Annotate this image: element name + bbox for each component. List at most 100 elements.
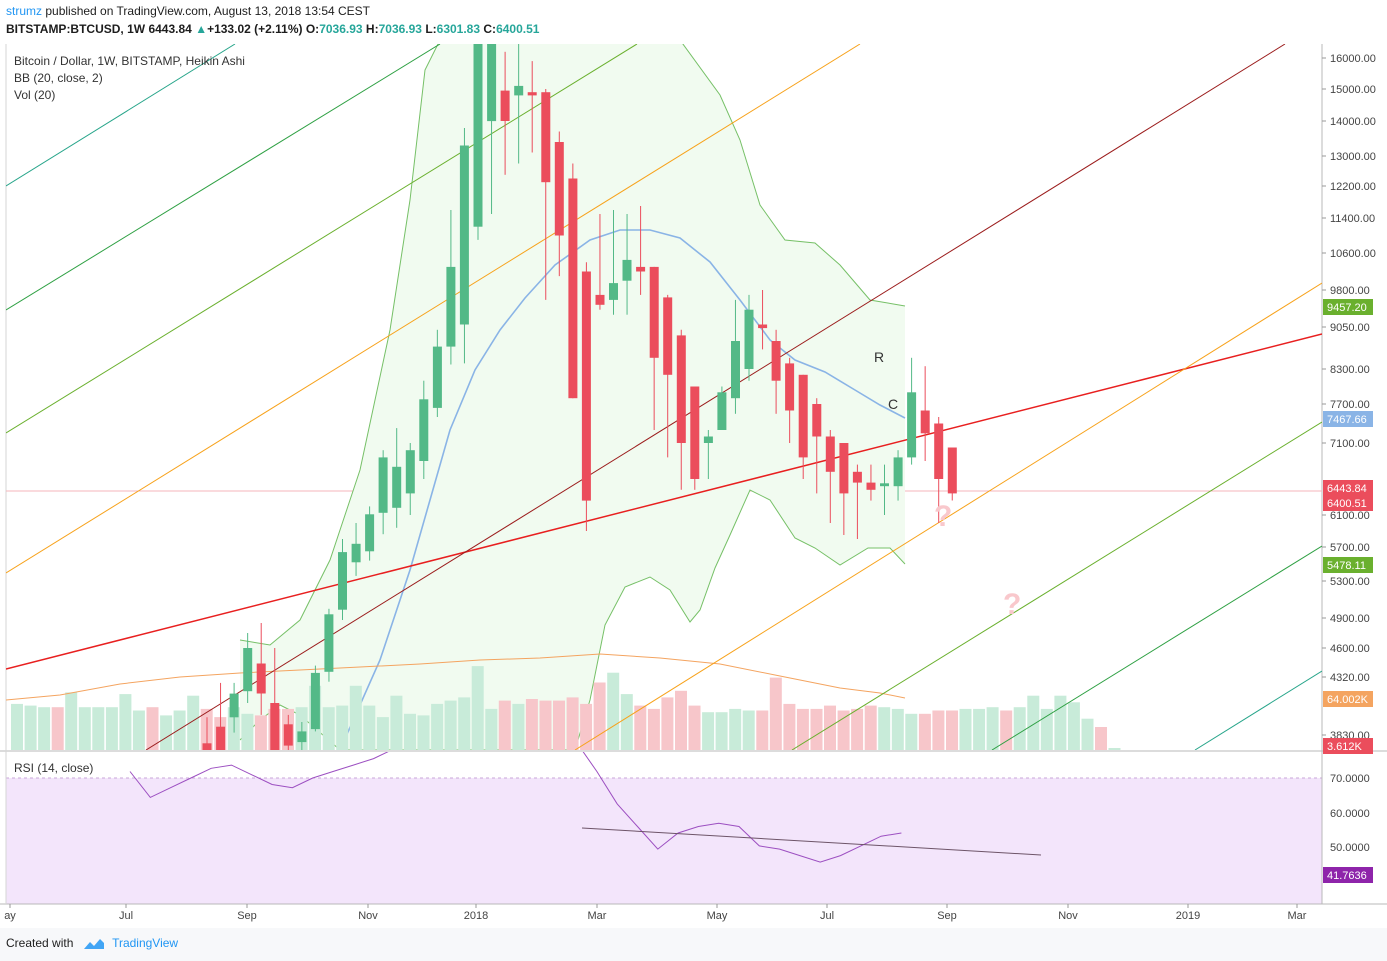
volume-bar: [715, 712, 728, 750]
vol-legend: Vol (20): [14, 88, 55, 102]
dark-red-trend-line: [145, 44, 1286, 750]
candle-body: [270, 703, 280, 750]
candle-body: [297, 731, 307, 743]
volume-bar: [1067, 702, 1080, 750]
price-chart[interactable]: 16000.00 15000.00 14000.00 13000.00 12200.00…: [0, 0, 1387, 930]
price-badge-label: 7467.66: [1327, 414, 1367, 426]
candle-body: [283, 724, 293, 746]
volume-bar: [254, 715, 267, 750]
price-tick-label: 4900.00: [1330, 613, 1370, 625]
rsi-panel: [0, 44, 1387, 905]
price-tick-label: 5700.00: [1330, 542, 1370, 554]
volume-bar: [1054, 695, 1067, 750]
volume-bar: [1013, 707, 1026, 750]
volume-bar: [675, 690, 687, 750]
teal-line-upper: [6, 44, 236, 187]
volume-bar: [11, 703, 23, 750]
tradingview-link[interactable]: TradingView: [112, 936, 179, 950]
candle-body: [324, 614, 334, 672]
change-arrow-icon: ▲: [195, 22, 208, 36]
time-tick-label: 2019: [1176, 910, 1200, 922]
candle-body: [744, 309, 754, 369]
volume-bar: [512, 703, 525, 750]
footer-bar: [0, 928, 1387, 961]
time-tick-label: ay: [4, 910, 16, 922]
rsi-badge: [1323, 867, 1373, 883]
candle-body: [432, 346, 442, 408]
volume-bar: [336, 705, 349, 750]
price-tick-label: 15000.00: [1330, 84, 1376, 96]
volume-bar: [1000, 710, 1013, 750]
last-price: 6443.84: [148, 22, 192, 36]
candle-body: [649, 266, 659, 358]
candle-body: [527, 92, 537, 96]
candle-body: [392, 466, 402, 508]
rsi-line: [129, 752, 902, 863]
volume-bar: [38, 707, 51, 750]
candle-body: [758, 324, 768, 329]
candle-body: [500, 90, 510, 121]
volume-bar: [986, 707, 999, 750]
low-value: 6301.83: [436, 22, 481, 36]
price-badge-label: 9457.20: [1327, 302, 1367, 314]
candle-body: [256, 663, 266, 694]
candle-body: [459, 145, 469, 325]
volume-bar: [932, 710, 945, 750]
volume-bar: [1040, 708, 1053, 750]
candle-body: [731, 341, 740, 399]
candle-body: [839, 443, 849, 494]
time-axis[interactable]: ay Jul Sep Nov 2018 Mar May Jul Sep Nov 2019 Mar: [4, 904, 1307, 922]
time-tick-label: Nov: [1058, 910, 1078, 922]
volume-bar: [1108, 748, 1121, 750]
candle-body: [581, 271, 591, 501]
open-label: O:: [305, 22, 320, 36]
volume-ma-line: [6, 653, 906, 701]
created-with-text: Created with: [6, 936, 74, 950]
annotation-r: R: [874, 349, 884, 365]
price-badge: [1323, 495, 1373, 511]
volume-bar: [702, 712, 715, 750]
time-tick-label: Mar: [588, 910, 607, 922]
price-badge: [1323, 557, 1373, 573]
price-tick-label: 8300.00: [1330, 364, 1370, 376]
volume-bar: [24, 705, 37, 750]
teal-line-lower: [1194, 670, 1322, 750]
question-mark-1: ?: [934, 500, 952, 533]
candle-body: [663, 297, 673, 375]
rsi-tick-label: 70.0000: [1330, 773, 1370, 785]
author-link[interactable]: strumz: [6, 4, 42, 18]
volume-bar: [783, 703, 796, 750]
orange-channel-line-upper: [6, 44, 861, 574]
candle-body: [812, 404, 822, 437]
candle-body: [798, 374, 808, 458]
volume-bar: [620, 694, 633, 750]
candle-body: [351, 543, 361, 563]
volume-bar: [946, 710, 958, 750]
price-tick-label: 10600.00: [1330, 248, 1376, 260]
price-axis[interactable]: 16000.00 15000.00 14000.00 13000.00 12200.00…: [1322, 53, 1376, 885]
volume-bar: [322, 707, 335, 750]
price-badge: [1323, 411, 1373, 427]
volume-bar: [485, 708, 498, 750]
volume-bar: [634, 705, 647, 750]
time-tick-label: Sep: [937, 910, 957, 922]
price-tick-label: 5300.00: [1330, 576, 1370, 588]
candle-body: [514, 85, 524, 96]
candle-body: [229, 693, 239, 718]
candle-body: [880, 483, 889, 487]
price-badge-label: 6443.84: [1327, 483, 1367, 495]
price-tick-label: 9800.00: [1330, 285, 1370, 297]
candle-body: [703, 436, 713, 443]
bb-legend: BB (20, close, 2): [14, 71, 103, 85]
time-tick-label: Mar: [1288, 910, 1307, 922]
price-tick-label: 7700.00: [1330, 399, 1370, 411]
volume-bar: [905, 713, 918, 750]
volume-bar: [756, 710, 769, 750]
candle-body: [717, 392, 727, 430]
trend-lines[interactable]: [6, 44, 1322, 750]
volume-bar: [65, 692, 78, 750]
volume-bar: [837, 710, 850, 750]
candle-body: [595, 294, 605, 305]
price-tick-label: 11400.00: [1330, 213, 1375, 225]
publish-info: strumz published on TradingView.com, Aug…: [6, 4, 370, 18]
